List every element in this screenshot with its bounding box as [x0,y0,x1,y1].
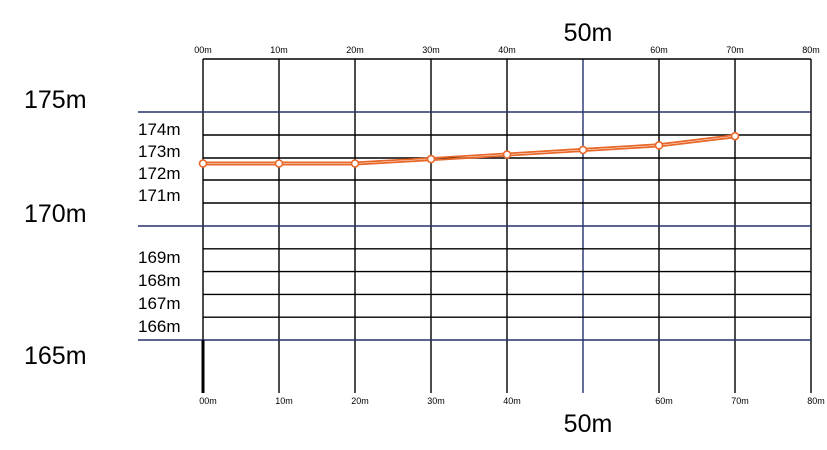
data-point [274,159,284,168]
y-minor-label: 168m [138,271,181,290]
x-tick-top: 80m [802,45,820,55]
x-tick-bottom: 30m [427,396,445,406]
series-profile [198,131,740,168]
y-minor-label: 172m [138,164,181,183]
y-major-label: 165m [24,342,87,370]
y-minor-label: 171m [138,186,181,205]
x-tick-top: 10m [270,45,288,55]
x-axis-bottom: 00m 10m 20m 30m 40m 60m 70m 80m 50m [199,396,825,438]
x-tick-top: 30m [422,45,440,55]
y-axis-labels: 175m 170m 165m 174m 173m 172m 171m 169m … [24,86,181,370]
x-tick-top: 00m [194,45,212,55]
y-minor-label: 169m [138,248,181,267]
x-axis-top: 00m 10m 20m 30m 40m 60m 70m 80m 50m [194,19,820,55]
data-point [578,145,588,155]
x-tick-bottom: 40m [503,396,521,406]
data-point [198,159,208,168]
data-point [730,131,740,141]
x-marker-top: 50m [564,19,613,47]
y-major-label: 170m [24,200,87,228]
y-minor-label: 174m [138,120,181,139]
y-minor-label: 173m [138,142,181,161]
data-point [654,141,664,150]
x-tick-bottom: 70m [731,396,749,406]
series-line-lower [203,136,736,166]
x-tick-top: 60m [650,45,668,55]
data-point [502,150,512,159]
series-line-upper [203,134,736,164]
major-grid-lines [138,111,811,393]
x-tick-bottom: 20m [351,396,369,406]
grid [202,58,812,393]
y-major-label: 175m [24,86,87,114]
x-tick-bottom: 60m [655,396,673,406]
x-tick-bottom: 00m [199,396,217,406]
x-tick-top: 70m [726,45,744,55]
y-minor-label: 167m [138,294,181,313]
y-minor-label: 166m [138,317,181,336]
x-tick-bottom: 80m [807,396,825,406]
x-tick-top: 40m [498,45,516,55]
data-point [426,154,436,164]
x-tick-bottom: 10m [275,396,293,406]
x-tick-top: 20m [346,45,364,55]
data-point [350,159,360,168]
x-marker-bottom: 50m [564,410,613,438]
